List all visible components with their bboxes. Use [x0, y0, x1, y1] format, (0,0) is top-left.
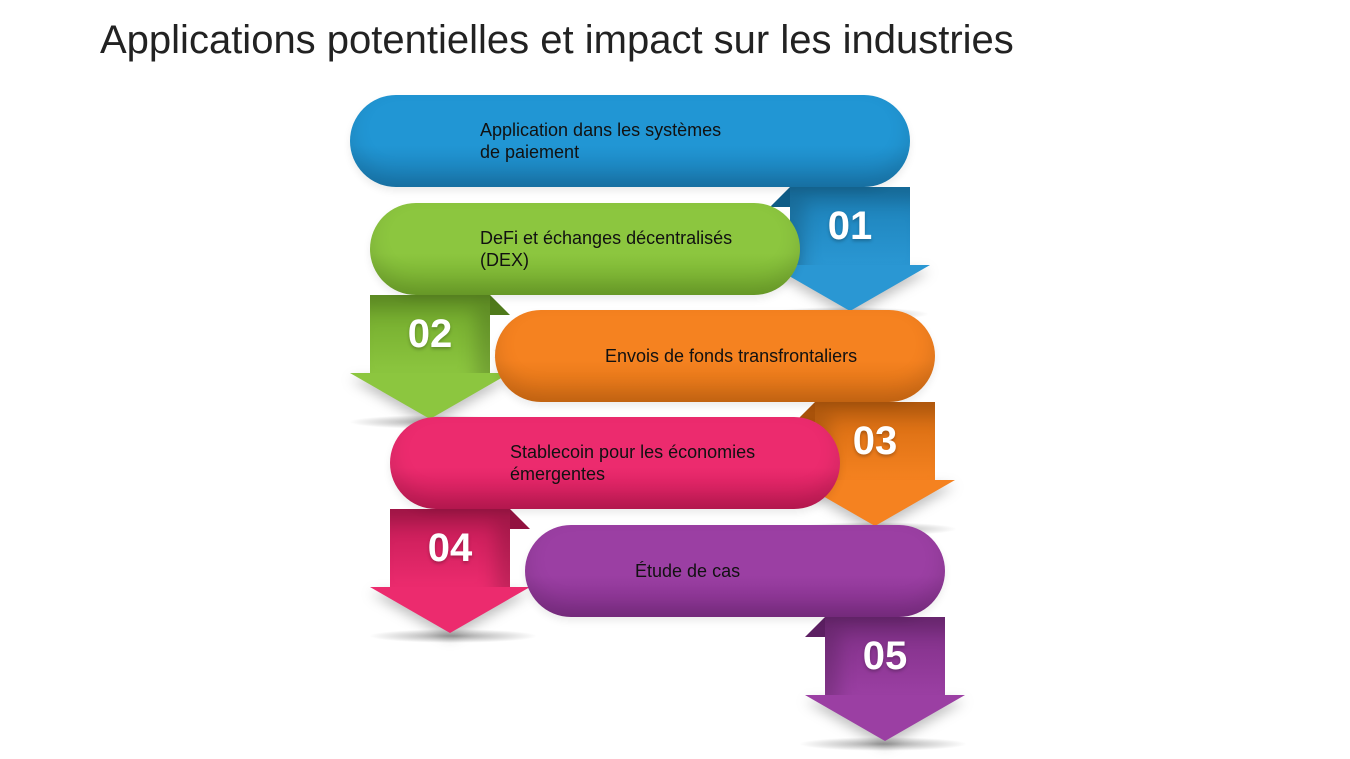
ribbon-number: 05 [863, 634, 908, 679]
ribbon-number: 04 [428, 526, 473, 571]
ribbon-bar: Stablecoin pour les économies émergentes [390, 417, 840, 509]
ribbon-label: Étude de cas [635, 560, 740, 583]
ribbon-number: 03 [853, 419, 898, 464]
ribbon-label: Application dans les systèmes de paiemen… [480, 119, 740, 164]
ribbon-number: 02 [408, 312, 453, 357]
arrow-down-icon [370, 587, 530, 633]
ribbon-bar: Envois de fonds transfrontaliers [495, 310, 935, 402]
ribbon-fold: 02 [370, 295, 490, 373]
arrow-down-icon [770, 265, 930, 311]
ribbon-label: Envois de fonds transfrontaliers [605, 345, 857, 368]
ribbon-fold: 05 [825, 617, 945, 695]
ribbon-bar: Étude de cas [525, 525, 945, 617]
ribbon-label: DeFi et échanges décentralisés (DEX) [480, 227, 740, 272]
arrow-down-icon [805, 695, 965, 741]
ribbon-fold: 04 [390, 509, 510, 587]
ribbon-label: Stablecoin pour les économies émergentes [510, 441, 770, 486]
page-title: Applications potentielles et impact sur … [100, 18, 1014, 63]
arrow-down-icon [350, 373, 510, 419]
ribbon-number: 01 [828, 204, 873, 249]
ribbon-fold: 01 [790, 187, 910, 265]
ribbon-bar: Application dans les systèmes de paiemen… [350, 95, 910, 187]
ribbon-bar: DeFi et échanges décentralisés (DEX) [370, 203, 800, 295]
infographic-stage: FasterCapital Application dans les systè… [0, 85, 1350, 759]
